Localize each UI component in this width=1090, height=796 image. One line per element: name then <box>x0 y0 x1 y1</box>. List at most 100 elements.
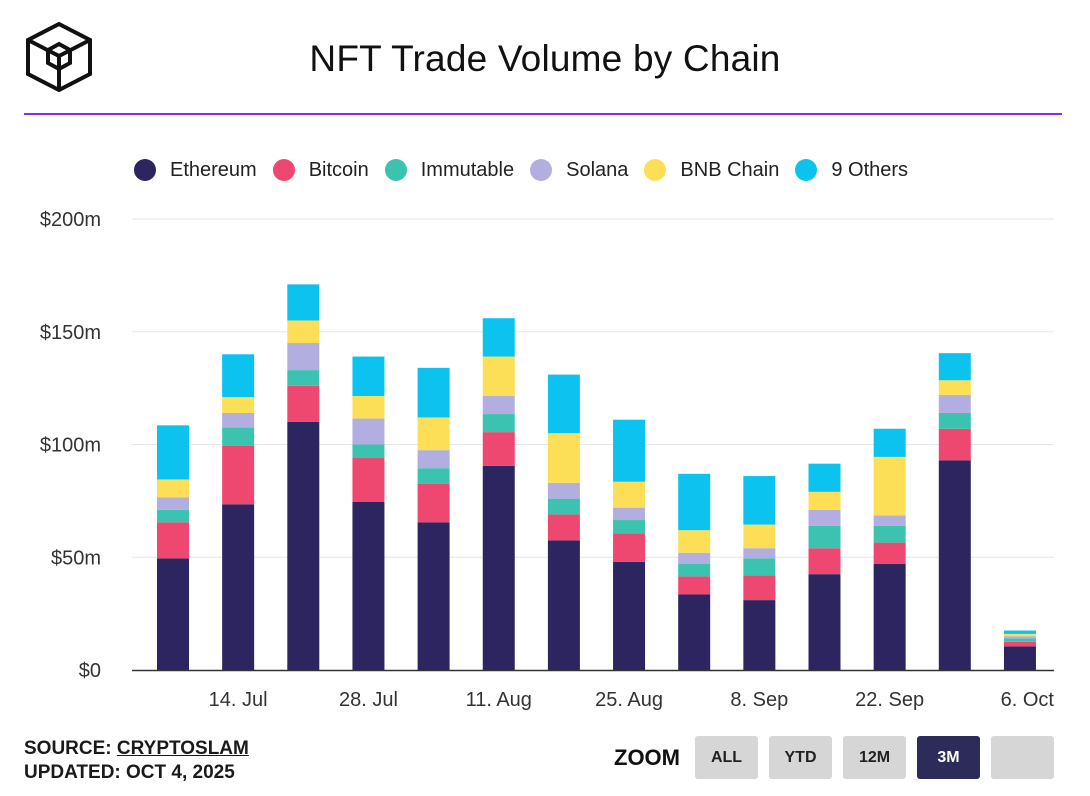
bar-segment-9-others[interactable] <box>743 476 776 525</box>
bar-segment-bitcoin[interactable] <box>222 445 255 505</box>
bar-segment-9-others[interactable] <box>938 353 971 381</box>
bar-segment-bitcoin[interactable] <box>808 548 841 575</box>
y-tick-label: $50m <box>51 547 101 569</box>
bar-segment-9-others[interactable] <box>222 354 255 398</box>
bar-segment-ethereum[interactable] <box>613 561 646 670</box>
bar-segment-bnb-chain[interactable] <box>743 524 776 549</box>
bar-segment-bnb-chain[interactable] <box>287 320 320 344</box>
bar-segment-immutable[interactable] <box>222 427 255 446</box>
bar-segment-9-others[interactable] <box>482 318 515 357</box>
bar-segment-bitcoin[interactable] <box>743 575 776 601</box>
legend-marker-icon <box>795 159 818 181</box>
bar-segment-9-others[interactable] <box>547 374 580 434</box>
bar-segment-immutable[interactable] <box>287 370 320 386</box>
bar-segment-ethereum[interactable] <box>222 504 255 670</box>
bar-segment-bitcoin[interactable] <box>1003 641 1036 647</box>
bar-segment-solana[interactable] <box>222 412 255 428</box>
zoom-3m-button[interactable]: 3M <box>917 736 980 779</box>
bar-segment-ethereum[interactable] <box>287 421 320 670</box>
legend-item-immutable[interactable]: Immutable <box>384 159 514 182</box>
bar-segment-immutable[interactable] <box>352 444 385 459</box>
bar-segment-immutable[interactable] <box>873 525 906 543</box>
bar-segment-9-others[interactable] <box>613 419 646 482</box>
bar-segment-solana[interactable] <box>547 482 580 499</box>
bar-segment-ethereum[interactable] <box>352 502 385 670</box>
bar-segment-bnb-chain[interactable] <box>157 479 189 498</box>
bar-segment-solana[interactable] <box>678 552 711 565</box>
legend-item-bnb-chain[interactable]: BNB Chain <box>644 159 779 182</box>
bar-segment-solana[interactable] <box>613 507 646 521</box>
bar-segment-9-others[interactable] <box>678 473 711 531</box>
bar-segment-ethereum[interactable] <box>938 460 971 670</box>
bar-segment-bnb-chain[interactable] <box>938 380 971 395</box>
bar-segment-immutable[interactable] <box>743 558 776 576</box>
bar-segment-ethereum[interactable] <box>808 574 841 670</box>
legend-marker-icon <box>530 159 553 181</box>
bar-segment-bnb-chain[interactable] <box>873 456 906 516</box>
bar-segment-bnb-chain[interactable] <box>222 397 255 413</box>
bar-segment-9-others[interactable] <box>157 425 189 480</box>
bar-segment-solana[interactable] <box>743 548 776 559</box>
source-label: SOURCE: <box>24 738 117 759</box>
bar-segment-bitcoin[interactable] <box>287 385 320 422</box>
bar-segment-solana[interactable] <box>417 450 450 469</box>
legend-item-bitcoin[interactable]: Bitcoin <box>272 159 369 182</box>
bar-segment-9-others[interactable] <box>873 428 906 457</box>
bar-segment-bitcoin[interactable] <box>613 533 646 562</box>
bar-segment-bitcoin[interactable] <box>938 428 971 461</box>
zoom-ytd-button[interactable]: YTD <box>769 736 832 779</box>
bar-segment-bnb-chain[interactable] <box>352 396 385 419</box>
bar-segment-immutable[interactable] <box>547 498 580 515</box>
source-link[interactable]: CRYPTOSLAM <box>116 738 249 759</box>
bar-segment-bitcoin[interactable] <box>873 542 906 565</box>
bar-segment-solana[interactable] <box>873 515 906 526</box>
bar-segment-ethereum[interactable] <box>743 600 776 670</box>
bar-segment-bitcoin[interactable] <box>157 522 189 559</box>
bar-segment-immutable[interactable] <box>938 412 971 429</box>
bar-segment-bitcoin[interactable] <box>352 458 385 503</box>
zoom-12m-button[interactable]: 12M <box>843 736 906 779</box>
legend-item-ethereum[interactable]: Ethereum <box>134 159 257 182</box>
bar-segment-bitcoin[interactable] <box>482 432 515 466</box>
bar-segment-bnb-chain[interactable] <box>417 417 450 451</box>
bar-segment-bnb-chain[interactable] <box>482 356 515 397</box>
bar-segment-bnb-chain[interactable] <box>1003 633 1036 637</box>
bar-segment-immutable[interactable] <box>808 525 841 549</box>
bar-segment-ethereum[interactable] <box>157 558 189 670</box>
bar-segment-immutable[interactable] <box>157 509 189 523</box>
bar-segment-ethereum[interactable] <box>482 465 515 670</box>
bar-segment-bnb-chain[interactable] <box>808 491 841 510</box>
bar-segment-9-others[interactable] <box>808 463 841 492</box>
bar-segment-solana[interactable] <box>157 497 189 510</box>
bar-segment-solana[interactable] <box>287 343 320 371</box>
bar-segment-bitcoin[interactable] <box>547 514 580 541</box>
bar-segment-9-others[interactable] <box>352 356 385 397</box>
bar-segment-ethereum[interactable] <box>417 522 450 670</box>
bar-segment-9-others[interactable] <box>287 284 320 321</box>
bar-segment-immutable[interactable] <box>482 414 515 433</box>
bar-segment-ethereum[interactable] <box>1003 646 1036 670</box>
bar-segment-9-others[interactable] <box>417 367 450 418</box>
bar-segment-immutable[interactable] <box>1003 638 1036 642</box>
bar-segment-immutable[interactable] <box>417 468 450 484</box>
bar-segment-bitcoin[interactable] <box>417 483 450 523</box>
bar-segment-ethereum[interactable] <box>873 564 906 670</box>
bar-segment-9-others[interactable] <box>1003 630 1036 634</box>
bar-segment-solana[interactable] <box>352 418 385 445</box>
bar-segment-ethereum[interactable] <box>678 594 711 670</box>
bar-segment-bnb-chain[interactable] <box>547 433 580 483</box>
bar-segment-solana[interactable] <box>1003 636 1036 639</box>
zoom-extra-button[interactable] <box>991 736 1054 779</box>
bar-segment-solana[interactable] <box>808 509 841 526</box>
bar-segment-bnb-chain[interactable] <box>613 481 646 508</box>
bar-segment-solana[interactable] <box>482 396 515 415</box>
bar-segment-solana[interactable] <box>938 394 971 413</box>
legend-item-solana[interactable]: Solana <box>530 159 628 182</box>
legend-item-others[interactable]: 9 Others <box>795 159 908 182</box>
bar-segment-immutable[interactable] <box>678 564 711 577</box>
bar-segment-immutable[interactable] <box>613 520 646 534</box>
zoom-all-button[interactable]: ALL <box>695 736 758 779</box>
bar-segment-ethereum[interactable] <box>547 540 580 670</box>
bar-segment-bitcoin[interactable] <box>678 576 711 595</box>
bar-segment-bnb-chain[interactable] <box>678 530 711 553</box>
